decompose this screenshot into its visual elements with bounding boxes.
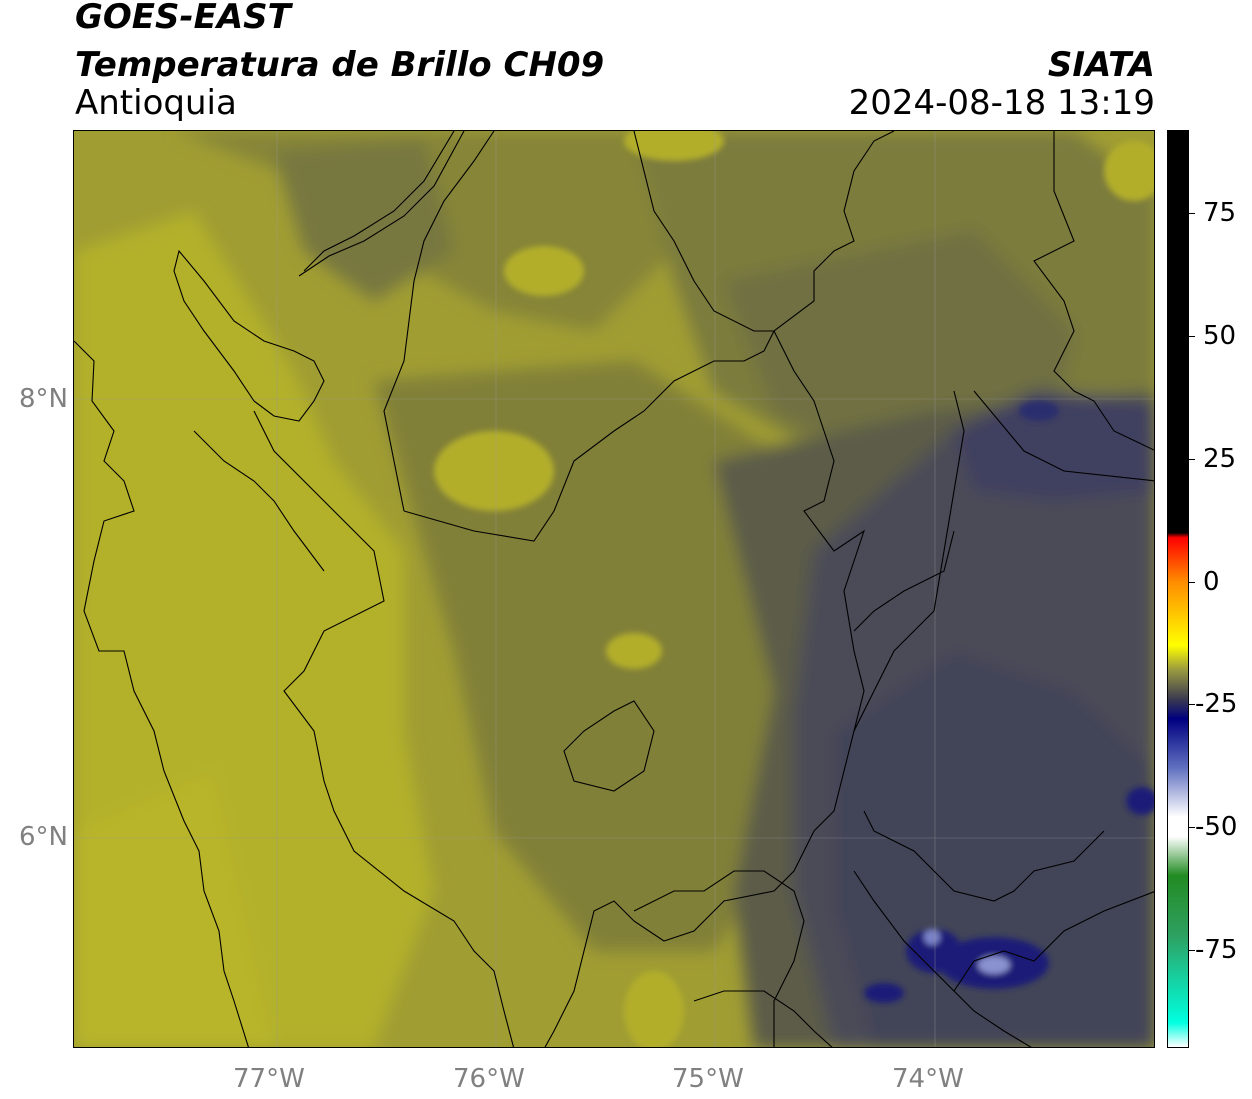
x-tick-75w: 75°W xyxy=(672,1064,744,1094)
colorbar-tick-label: 0 xyxy=(1203,566,1220,597)
patch-yellow-6 xyxy=(504,246,584,296)
colorbar-tick-label: 50 xyxy=(1203,321,1237,352)
field-west-bright-2 xyxy=(74,771,274,1047)
satellite-title: GOES-EAST xyxy=(75,0,291,37)
coastline-pacific xyxy=(74,340,249,1047)
brightness-temperature-map xyxy=(74,131,1154,1047)
cold-core-3 xyxy=(864,983,904,1003)
boundary-santander xyxy=(544,390,965,1047)
patch-yellow-4 xyxy=(1104,141,1154,201)
map-panel xyxy=(73,130,1155,1048)
field-slate-north xyxy=(954,391,1154,501)
colorbar-tick-mark xyxy=(1189,704,1195,706)
colorbar-tick-mark xyxy=(1189,458,1195,460)
coastline-caribbean xyxy=(303,131,455,272)
boundary-antioquia-west xyxy=(253,410,515,1047)
cold-peak-2 xyxy=(924,929,940,945)
colorbar-tick-mark xyxy=(1189,336,1195,338)
boundary-boyaca xyxy=(853,530,955,632)
x-tick-74w: 74°W xyxy=(892,1064,964,1094)
x-tick-77w: 77°W xyxy=(233,1064,305,1094)
x-tick-76w: 76°W xyxy=(453,1064,525,1094)
colorbar-tick-label: -75 xyxy=(1195,934,1238,965)
coastline-caribbean-2 xyxy=(298,131,465,277)
agency-label: SIATA xyxy=(1047,45,1155,85)
colorbar-tick-mark xyxy=(1189,949,1195,951)
colorbar-tick-mark xyxy=(1189,827,1195,829)
product-title: Temperatura de Brillo CH09 xyxy=(75,45,605,85)
boundary-choco-inner xyxy=(193,430,325,572)
colorbar-tick-label: 25 xyxy=(1203,443,1237,474)
datetime-label: 2024-08-18 13:19 xyxy=(848,83,1155,123)
boundary-tolima xyxy=(693,990,833,1047)
boundary-antioquia-north xyxy=(383,131,495,512)
y-tick-6n: 6°N xyxy=(19,822,68,852)
coastline-uraba xyxy=(173,249,325,422)
boundary-bolivar xyxy=(633,131,895,332)
boundary-east-3 xyxy=(973,390,1154,482)
colorbar xyxy=(1167,130,1189,1048)
patch-yellow-5 xyxy=(624,971,684,1047)
field-east-darker xyxy=(724,231,1074,461)
boundary-cordoba xyxy=(403,330,775,542)
y-tick-8n: 8°N xyxy=(19,384,68,414)
colorbar-tick-mark xyxy=(1189,581,1195,583)
cold-core-5 xyxy=(1019,401,1059,421)
boundary-east-2 xyxy=(1033,131,1154,451)
colorbar-tick-mark xyxy=(1189,213,1195,215)
boundary-caldas xyxy=(563,700,655,792)
cold-peak-1 xyxy=(978,956,1010,974)
cold-core-4 xyxy=(1126,787,1154,815)
boundary-east-1 xyxy=(863,810,1105,902)
boundary-magdalena xyxy=(773,330,866,732)
boundary-cundinamarca xyxy=(853,870,1154,992)
boundary-south-east xyxy=(953,990,1032,1047)
patch-yellow-3 xyxy=(624,131,724,161)
field-north-dark xyxy=(274,141,454,301)
colorbar-tick-label: -25 xyxy=(1195,689,1238,720)
boundary-risaralda xyxy=(633,870,805,1047)
patch-yellow-2 xyxy=(606,633,662,669)
region-label: Antioquia xyxy=(75,83,237,123)
colorbar-tick-label: 75 xyxy=(1203,198,1237,229)
patch-yellow-1 xyxy=(434,431,554,511)
colorbar-tick-label: -50 xyxy=(1195,812,1238,843)
